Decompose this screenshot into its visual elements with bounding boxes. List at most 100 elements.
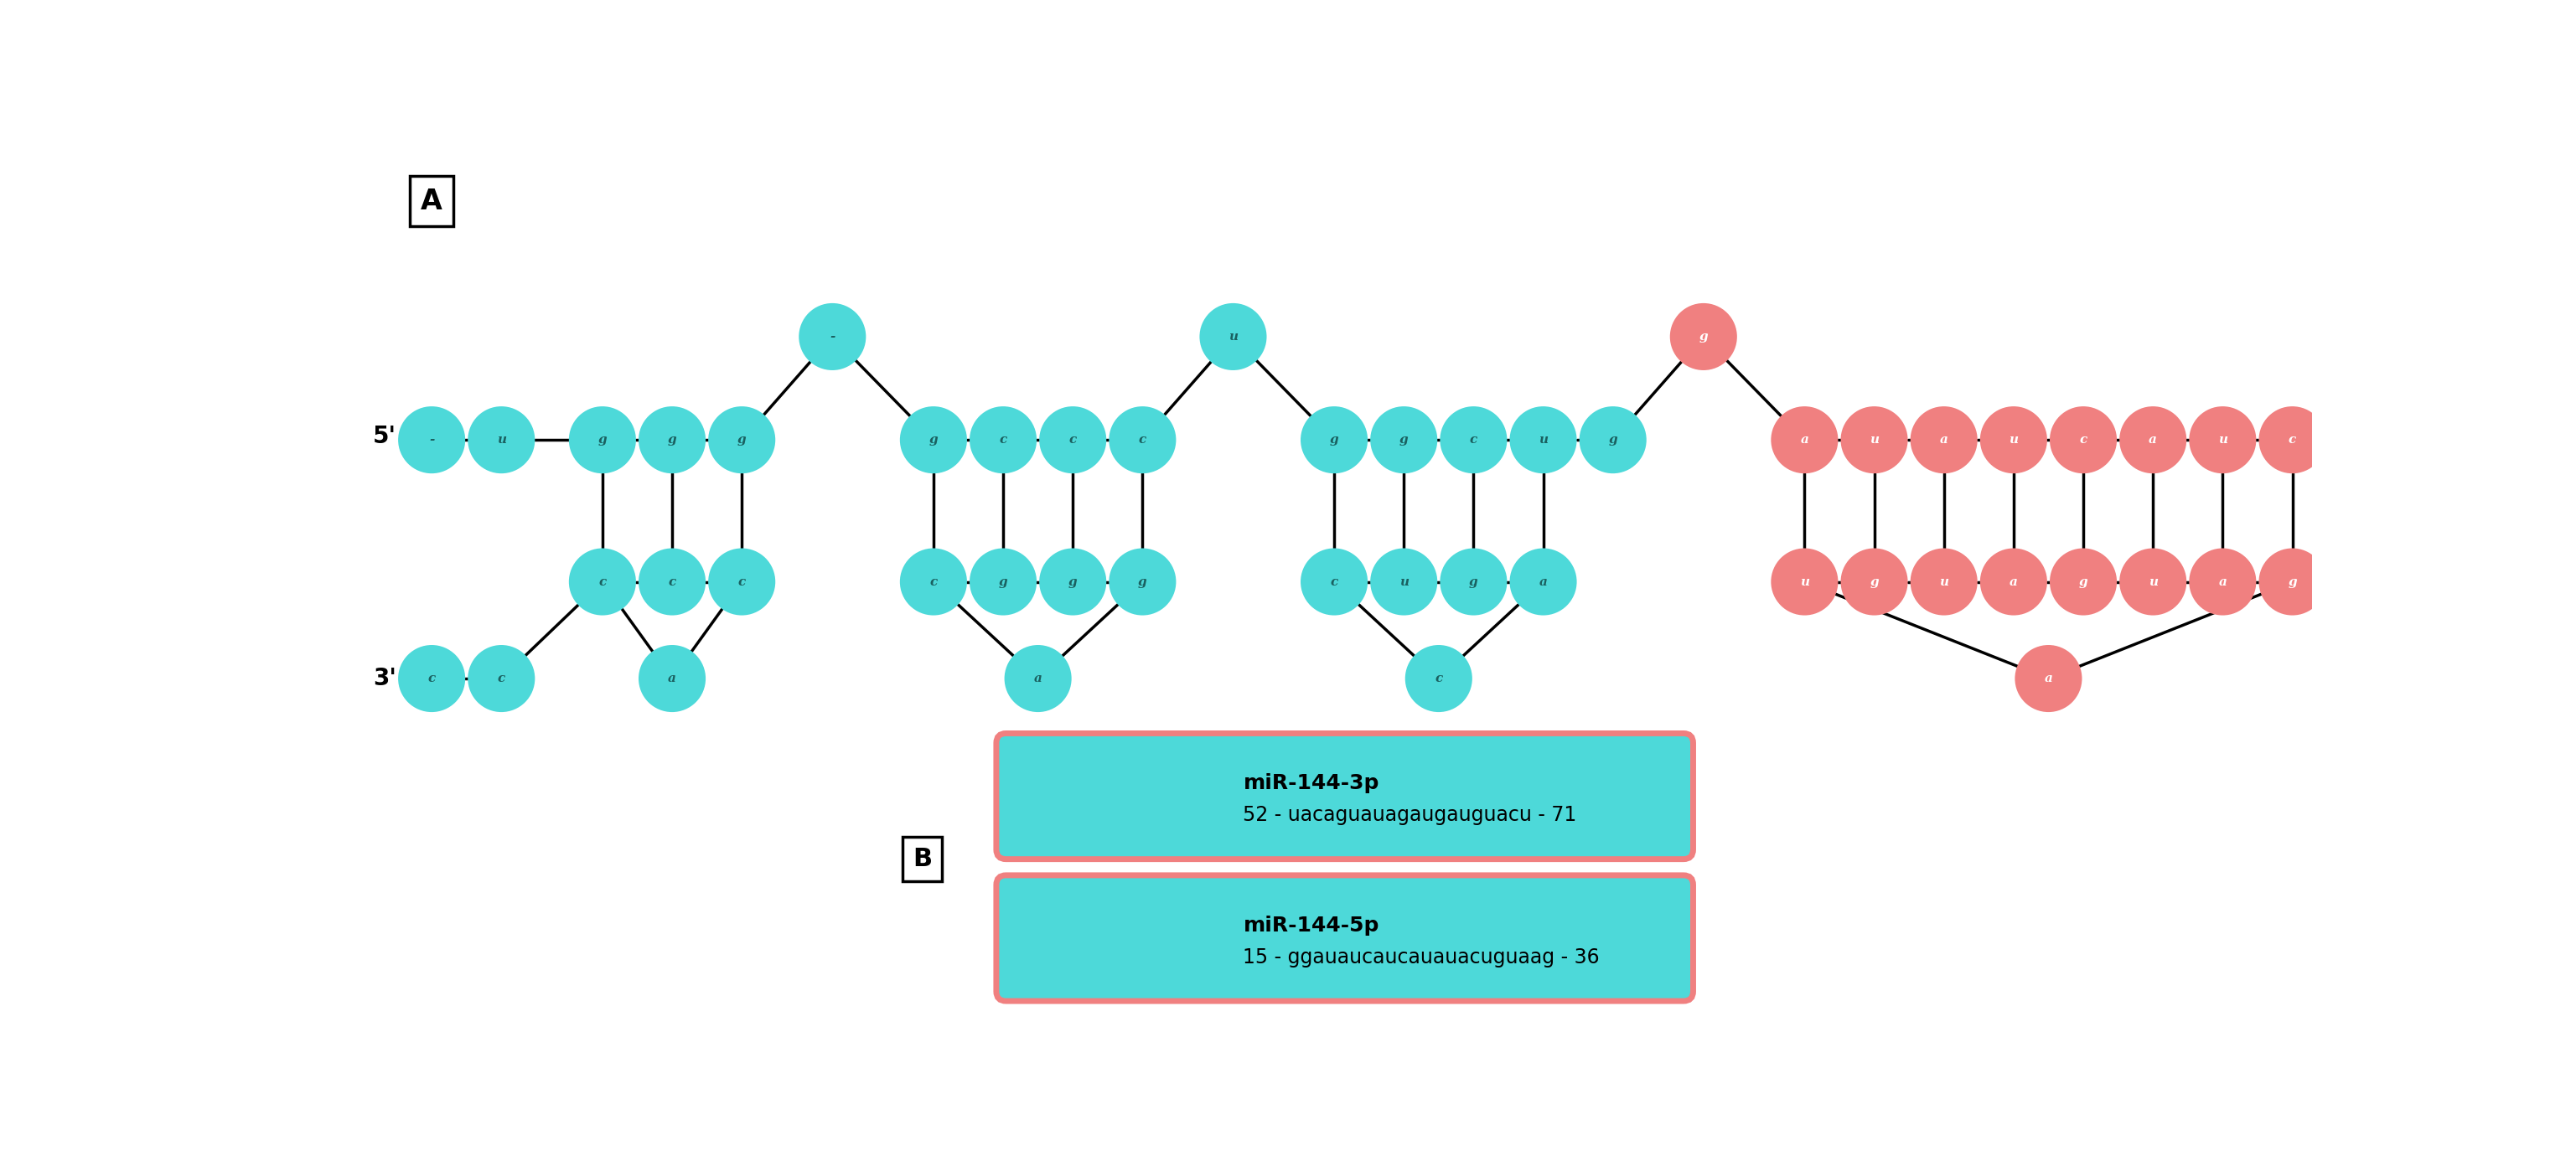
Text: g: g bbox=[1468, 576, 1479, 587]
FancyBboxPatch shape bbox=[997, 734, 1692, 859]
Text: a: a bbox=[2148, 434, 2156, 446]
Text: a: a bbox=[2009, 576, 2017, 587]
Text: c: c bbox=[999, 434, 1007, 446]
Circle shape bbox=[1842, 548, 1909, 615]
Text: u: u bbox=[1229, 331, 1236, 342]
Circle shape bbox=[708, 406, 775, 474]
Circle shape bbox=[1108, 548, 1177, 615]
Circle shape bbox=[2259, 406, 2326, 474]
Circle shape bbox=[1981, 406, 2048, 474]
Text: g: g bbox=[2079, 576, 2087, 587]
Circle shape bbox=[1842, 406, 1909, 474]
Text: g: g bbox=[930, 434, 938, 446]
Text: g: g bbox=[598, 434, 608, 446]
Text: g: g bbox=[667, 434, 677, 446]
Text: a: a bbox=[2481, 576, 2488, 587]
Text: u: u bbox=[1801, 576, 1808, 587]
Text: miR-144-5p: miR-144-5p bbox=[1244, 915, 1378, 936]
Circle shape bbox=[1200, 303, 1267, 370]
Circle shape bbox=[469, 646, 536, 712]
Text: miR-144-3p: miR-144-3p bbox=[1244, 773, 1378, 793]
Text: 3': 3' bbox=[374, 666, 397, 691]
Circle shape bbox=[2050, 406, 2117, 474]
Text: a: a bbox=[1801, 434, 1808, 446]
Text: g: g bbox=[737, 434, 747, 446]
Circle shape bbox=[708, 548, 775, 615]
Text: g: g bbox=[1399, 434, 1409, 446]
Text: u: u bbox=[2550, 434, 2558, 446]
Circle shape bbox=[1669, 303, 1736, 370]
Text: g: g bbox=[1329, 434, 1340, 446]
Text: c: c bbox=[930, 576, 938, 587]
Text: B: B bbox=[912, 848, 933, 871]
Circle shape bbox=[2519, 406, 2576, 474]
Text: u: u bbox=[1870, 434, 1878, 446]
Circle shape bbox=[1510, 406, 1577, 474]
Text: a: a bbox=[667, 672, 677, 684]
Text: c: c bbox=[598, 576, 605, 587]
Text: g: g bbox=[1139, 576, 1146, 587]
Text: g: g bbox=[1069, 576, 1077, 587]
Text: a: a bbox=[2045, 672, 2053, 684]
Text: u: u bbox=[2478, 434, 2488, 446]
Circle shape bbox=[2519, 548, 2576, 615]
Text: u: u bbox=[2218, 434, 2228, 446]
Circle shape bbox=[1301, 406, 1368, 474]
Circle shape bbox=[1404, 646, 1473, 712]
Circle shape bbox=[1370, 406, 1437, 474]
Text: g: g bbox=[999, 576, 1007, 587]
Circle shape bbox=[1770, 406, 1839, 474]
Text: c: c bbox=[1471, 434, 1479, 446]
Text: c: c bbox=[1329, 576, 1337, 587]
Circle shape bbox=[1038, 548, 1105, 615]
Text: A: A bbox=[420, 187, 443, 215]
FancyBboxPatch shape bbox=[997, 875, 1692, 1001]
Text: u: u bbox=[1940, 576, 1947, 587]
Text: u: u bbox=[2009, 434, 2017, 446]
Circle shape bbox=[2190, 548, 2257, 615]
Text: u: u bbox=[497, 434, 505, 446]
Text: c: c bbox=[497, 672, 505, 684]
Circle shape bbox=[899, 406, 966, 474]
Circle shape bbox=[639, 548, 706, 615]
Circle shape bbox=[2050, 548, 2117, 615]
Circle shape bbox=[1301, 548, 1368, 615]
Text: c: c bbox=[1435, 672, 1443, 684]
Circle shape bbox=[2120, 548, 2187, 615]
Circle shape bbox=[1770, 548, 1839, 615]
Text: c: c bbox=[428, 672, 435, 684]
Circle shape bbox=[2259, 548, 2326, 615]
Circle shape bbox=[969, 406, 1036, 474]
Circle shape bbox=[899, 548, 966, 615]
Text: c: c bbox=[737, 576, 744, 587]
Text: c: c bbox=[1069, 434, 1077, 446]
Circle shape bbox=[1440, 548, 1507, 615]
Circle shape bbox=[569, 548, 636, 615]
Circle shape bbox=[1510, 548, 1577, 615]
Text: a: a bbox=[2218, 576, 2226, 587]
Circle shape bbox=[799, 303, 866, 370]
Text: g: g bbox=[1700, 331, 1708, 342]
Text: u: u bbox=[1538, 434, 1548, 446]
Circle shape bbox=[1911, 406, 1978, 474]
Circle shape bbox=[639, 646, 706, 712]
Text: 15 - ggauaucaucauauacuguaag - 36: 15 - ggauaucaucauauacuguaag - 36 bbox=[1244, 947, 1600, 967]
Text: 5': 5' bbox=[374, 425, 397, 448]
Circle shape bbox=[1038, 406, 1105, 474]
Text: g: g bbox=[1870, 576, 1878, 587]
Circle shape bbox=[2120, 406, 2187, 474]
Circle shape bbox=[1440, 406, 1507, 474]
Circle shape bbox=[399, 406, 466, 474]
Text: u: u bbox=[2550, 576, 2558, 587]
Circle shape bbox=[639, 406, 706, 474]
Text: c: c bbox=[2287, 434, 2295, 446]
Text: u: u bbox=[2148, 576, 2159, 587]
Text: u: u bbox=[1399, 576, 1409, 587]
Circle shape bbox=[1911, 548, 1978, 615]
Text: -: - bbox=[430, 434, 435, 446]
Circle shape bbox=[399, 646, 466, 712]
Circle shape bbox=[2190, 406, 2257, 474]
Text: c: c bbox=[2079, 434, 2087, 446]
Circle shape bbox=[2349, 303, 2416, 370]
Circle shape bbox=[2014, 646, 2081, 712]
